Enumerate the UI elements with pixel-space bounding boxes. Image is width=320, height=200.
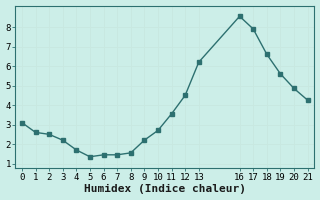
- X-axis label: Humidex (Indice chaleur): Humidex (Indice chaleur): [84, 184, 246, 194]
